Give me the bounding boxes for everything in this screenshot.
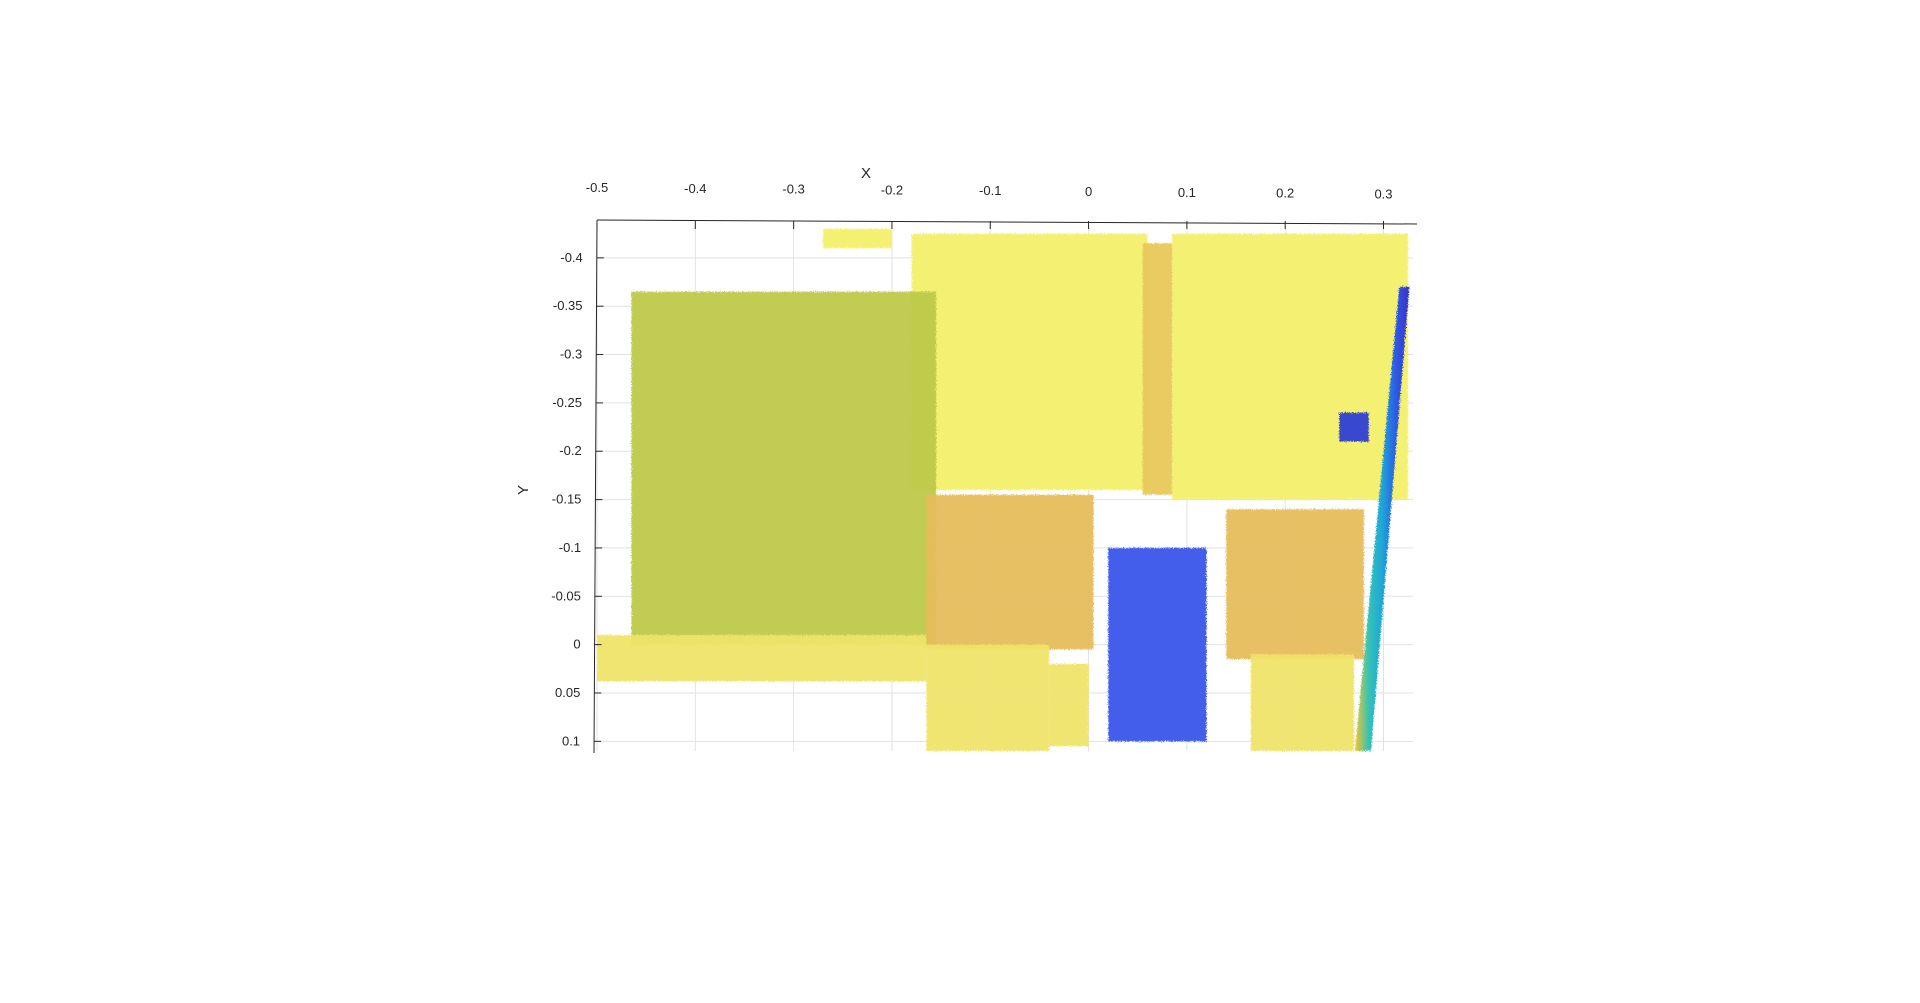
axes <box>593 219 1418 754</box>
y-tick-label-1: -0.35 <box>553 298 583 313</box>
cloud-region-11 <box>1108 547 1207 742</box>
cloud-region-8 <box>926 644 1050 751</box>
y-axis-label: Y <box>515 485 532 495</box>
cloud-region-4 <box>631 291 937 645</box>
cloud-region-5 <box>926 494 1094 650</box>
cloud-region-6 <box>1226 509 1364 660</box>
y-tick-label-10: 0.1 <box>562 733 580 748</box>
cloud-region-0 <box>823 228 892 249</box>
cloud-region-7 <box>597 634 927 682</box>
x-tick-labels: -0.5 -0.4 -0.3 -0.2 -0.1 0 0.1 0.2 0.3 <box>586 180 1393 229</box>
cloud-region-1 <box>911 233 1148 490</box>
y-tick-label-5: -0.15 <box>552 492 582 507</box>
y-tick-label-3: -0.25 <box>552 395 582 410</box>
edge-band <box>1354 286 1410 751</box>
y-tick-label-8: 0 <box>573 637 580 652</box>
cloud-region-9 <box>1049 663 1089 747</box>
y-tick-label-6: -0.1 <box>559 540 581 555</box>
x-tick-label-4: -0.1 <box>979 183 1001 198</box>
y-tick-label-4: -0.2 <box>559 443 581 458</box>
x-tick-label-1: -0.4 <box>684 181 706 196</box>
x-tick-label-0: -0.5 <box>586 180 608 195</box>
cloud-region-10 <box>1250 654 1355 751</box>
x-axis-label: X <box>861 165 871 182</box>
x-tick-label-6: 0.1 <box>1178 185 1196 200</box>
x-tick-label-7: 0.2 <box>1276 186 1294 201</box>
point-cloud-regions <box>597 228 1410 751</box>
x-axis-line <box>596 219 1418 225</box>
y-tick-label-7: -0.05 <box>551 588 581 603</box>
cloud-region-2 <box>1142 243 1173 495</box>
cloud-region-3 <box>1172 233 1409 500</box>
y-tick-label-2: -0.3 <box>560 347 582 362</box>
x-tick-label-5: 0 <box>1085 184 1092 199</box>
y-tick-labels: -0.4 -0.35 -0.3 -0.25 -0.2 -0.15 -0.1 -0.05 0 0.0… <box>551 250 604 748</box>
cloud-region-12 <box>1339 412 1369 442</box>
x-tick-label-8: 0.3 <box>1374 186 1392 201</box>
y-tick-label-9: 0.05 <box>555 685 580 700</box>
y-axis-line <box>593 219 598 754</box>
x-tick-label-3: -0.2 <box>881 182 903 197</box>
y-tick-label-0: -0.4 <box>560 250 582 265</box>
x-tick-label-2: -0.3 <box>782 182 804 197</box>
